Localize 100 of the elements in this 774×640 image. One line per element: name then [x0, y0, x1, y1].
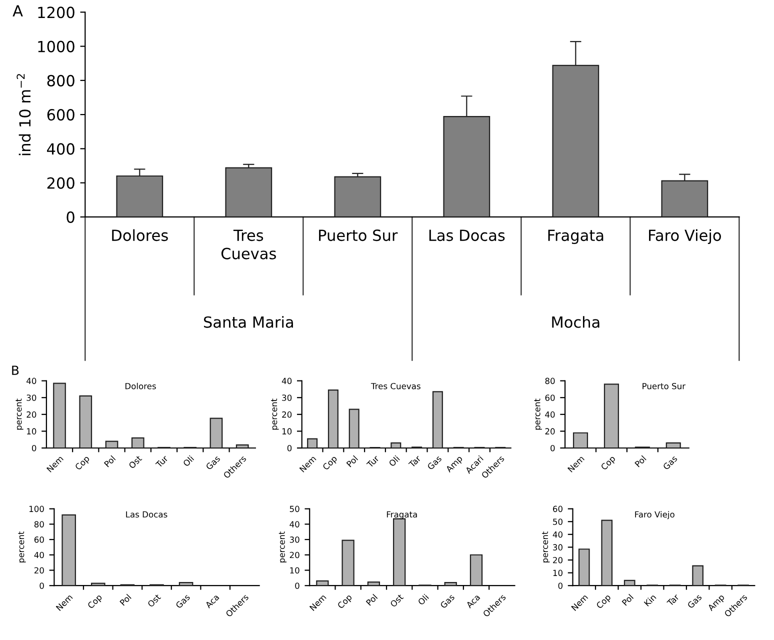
x-tick-label: Ost — [390, 594, 404, 608]
bar — [225, 167, 272, 217]
y-tick-label: 0 — [295, 582, 300, 589]
y-tick-label: 50 — [290, 506, 300, 512]
x-tick-label: Gas — [662, 455, 678, 470]
y-tick-label: 1200 — [38, 6, 74, 18]
bar — [572, 432, 588, 448]
y-tick-label: 20 — [282, 411, 292, 418]
x-tick-label: Dolores — [112, 229, 168, 242]
y-tick-label: 20 — [545, 428, 555, 434]
y-tick-label: 20 — [553, 556, 562, 564]
bar — [53, 382, 66, 448]
x-tick-label: Cop — [337, 594, 354, 610]
bar — [210, 418, 223, 448]
y-tick-label: 30 — [282, 394, 292, 401]
y-tick-label: 20 — [34, 567, 44, 574]
x-tick-label: Pol — [622, 594, 634, 606]
y-tick-label: 800 — [47, 74, 74, 86]
text: A — [12, 5, 23, 16]
y-tick-label: 10 — [27, 428, 36, 434]
y-tick-label: 0 — [66, 211, 74, 223]
bar — [578, 548, 590, 586]
y-tick-label: 30 — [553, 544, 562, 550]
x-tick-label: Oli — [182, 455, 194, 467]
x-tick-label: Aca — [466, 594, 480, 609]
y-tick-label: 400 — [47, 143, 74, 155]
x-tick-label: Puerto Sur — [319, 230, 398, 242]
x-tick-label: Aca — [204, 594, 220, 609]
x-tick-label: Pol — [346, 455, 358, 468]
bar — [131, 437, 144, 448]
bar — [105, 440, 118, 448]
bar — [367, 582, 380, 586]
x-tick-label: Gas — [440, 594, 455, 609]
x-tick-label: Tres Cuevas — [221, 230, 276, 260]
x-tick-label: Tur — [155, 454, 169, 468]
text: Santa Maria — [204, 316, 293, 328]
x-tick-label: Ost — [128, 454, 142, 469]
x-tick-label: Kin — [644, 594, 656, 606]
bar — [328, 389, 338, 448]
chart-title: Faro Viejo — [635, 511, 674, 520]
y-tick-label: 600 — [47, 109, 74, 121]
y-tick-label: 60 — [553, 506, 562, 512]
x-tick-label: Gas — [426, 455, 442, 470]
bar — [470, 554, 483, 586]
y-tick-label: 20 — [26, 411, 36, 418]
x-tick-label: Tar — [666, 593, 680, 607]
x-tick-label: Gas — [205, 455, 221, 470]
y-tick-label: 200 — [47, 177, 74, 189]
y-tick-label: 20 — [290, 552, 300, 558]
text: B — [12, 366, 19, 375]
chart-title: Dolores — [125, 382, 156, 390]
x-tick-label: Gas — [686, 594, 702, 609]
x-tick-label: Cop — [87, 594, 104, 610]
x-tick-label: Pol — [119, 594, 132, 606]
bar — [90, 582, 106, 586]
y-tick-label: 30 — [290, 536, 300, 543]
x-tick-label: Ost — [147, 594, 162, 608]
y-tick-label: 10 — [290, 567, 300, 574]
y-axis-title: percent — [271, 398, 279, 430]
x-tick-label: Las Docas — [429, 230, 505, 242]
y-tick-label: 80 — [545, 378, 555, 384]
bar — [62, 514, 76, 586]
y-axis-title: percent — [18, 531, 26, 562]
bar — [444, 582, 457, 586]
bar — [604, 384, 619, 448]
y-axis-title: percent — [278, 531, 286, 562]
bar — [390, 442, 402, 448]
bar — [334, 176, 382, 217]
chart-title: Tres Cuevas — [370, 382, 420, 390]
y-tick-label: 10 — [553, 570, 562, 576]
x-tick-label: Gas — [175, 594, 190, 609]
x-tick-label: Cop — [322, 455, 339, 472]
bar — [393, 518, 406, 586]
y-tick-label: 60 — [545, 394, 555, 401]
text: Mocha — [552, 316, 600, 328]
y-tick-label: 0 — [550, 444, 555, 452]
chart-title: Las Docas — [126, 511, 168, 518]
chart-title: Puerto Sur — [642, 382, 686, 390]
bar — [236, 444, 249, 448]
bar — [348, 408, 360, 448]
x-tick-label: Cop — [600, 455, 617, 472]
x-tick-label: Fragata — [548, 230, 604, 244]
bar — [624, 580, 636, 586]
y-tick-label: 40 — [26, 378, 36, 384]
y-axis-title: ind 10 m$^{−2}$ — [16, 74, 31, 156]
y-tick-label: 60 — [34, 536, 44, 543]
x-tick-label: Cop — [596, 594, 612, 610]
y-axis-title: percent — [534, 398, 542, 430]
y-tick-label: 0 — [40, 582, 44, 589]
y-tick-label: 0 — [32, 444, 36, 452]
y-tick-label: 40 — [290, 521, 300, 528]
bar — [666, 442, 681, 448]
y-tick-label: 0 — [287, 444, 292, 452]
x-tick-label: Oli — [388, 455, 400, 467]
y-tick-label: 100 — [29, 506, 44, 512]
y-tick-label: 40 — [545, 411, 555, 418]
y-axis-title: percent — [542, 531, 550, 562]
bar — [307, 438, 318, 448]
x-tick-label: Pol — [634, 455, 646, 468]
bar — [79, 395, 92, 448]
